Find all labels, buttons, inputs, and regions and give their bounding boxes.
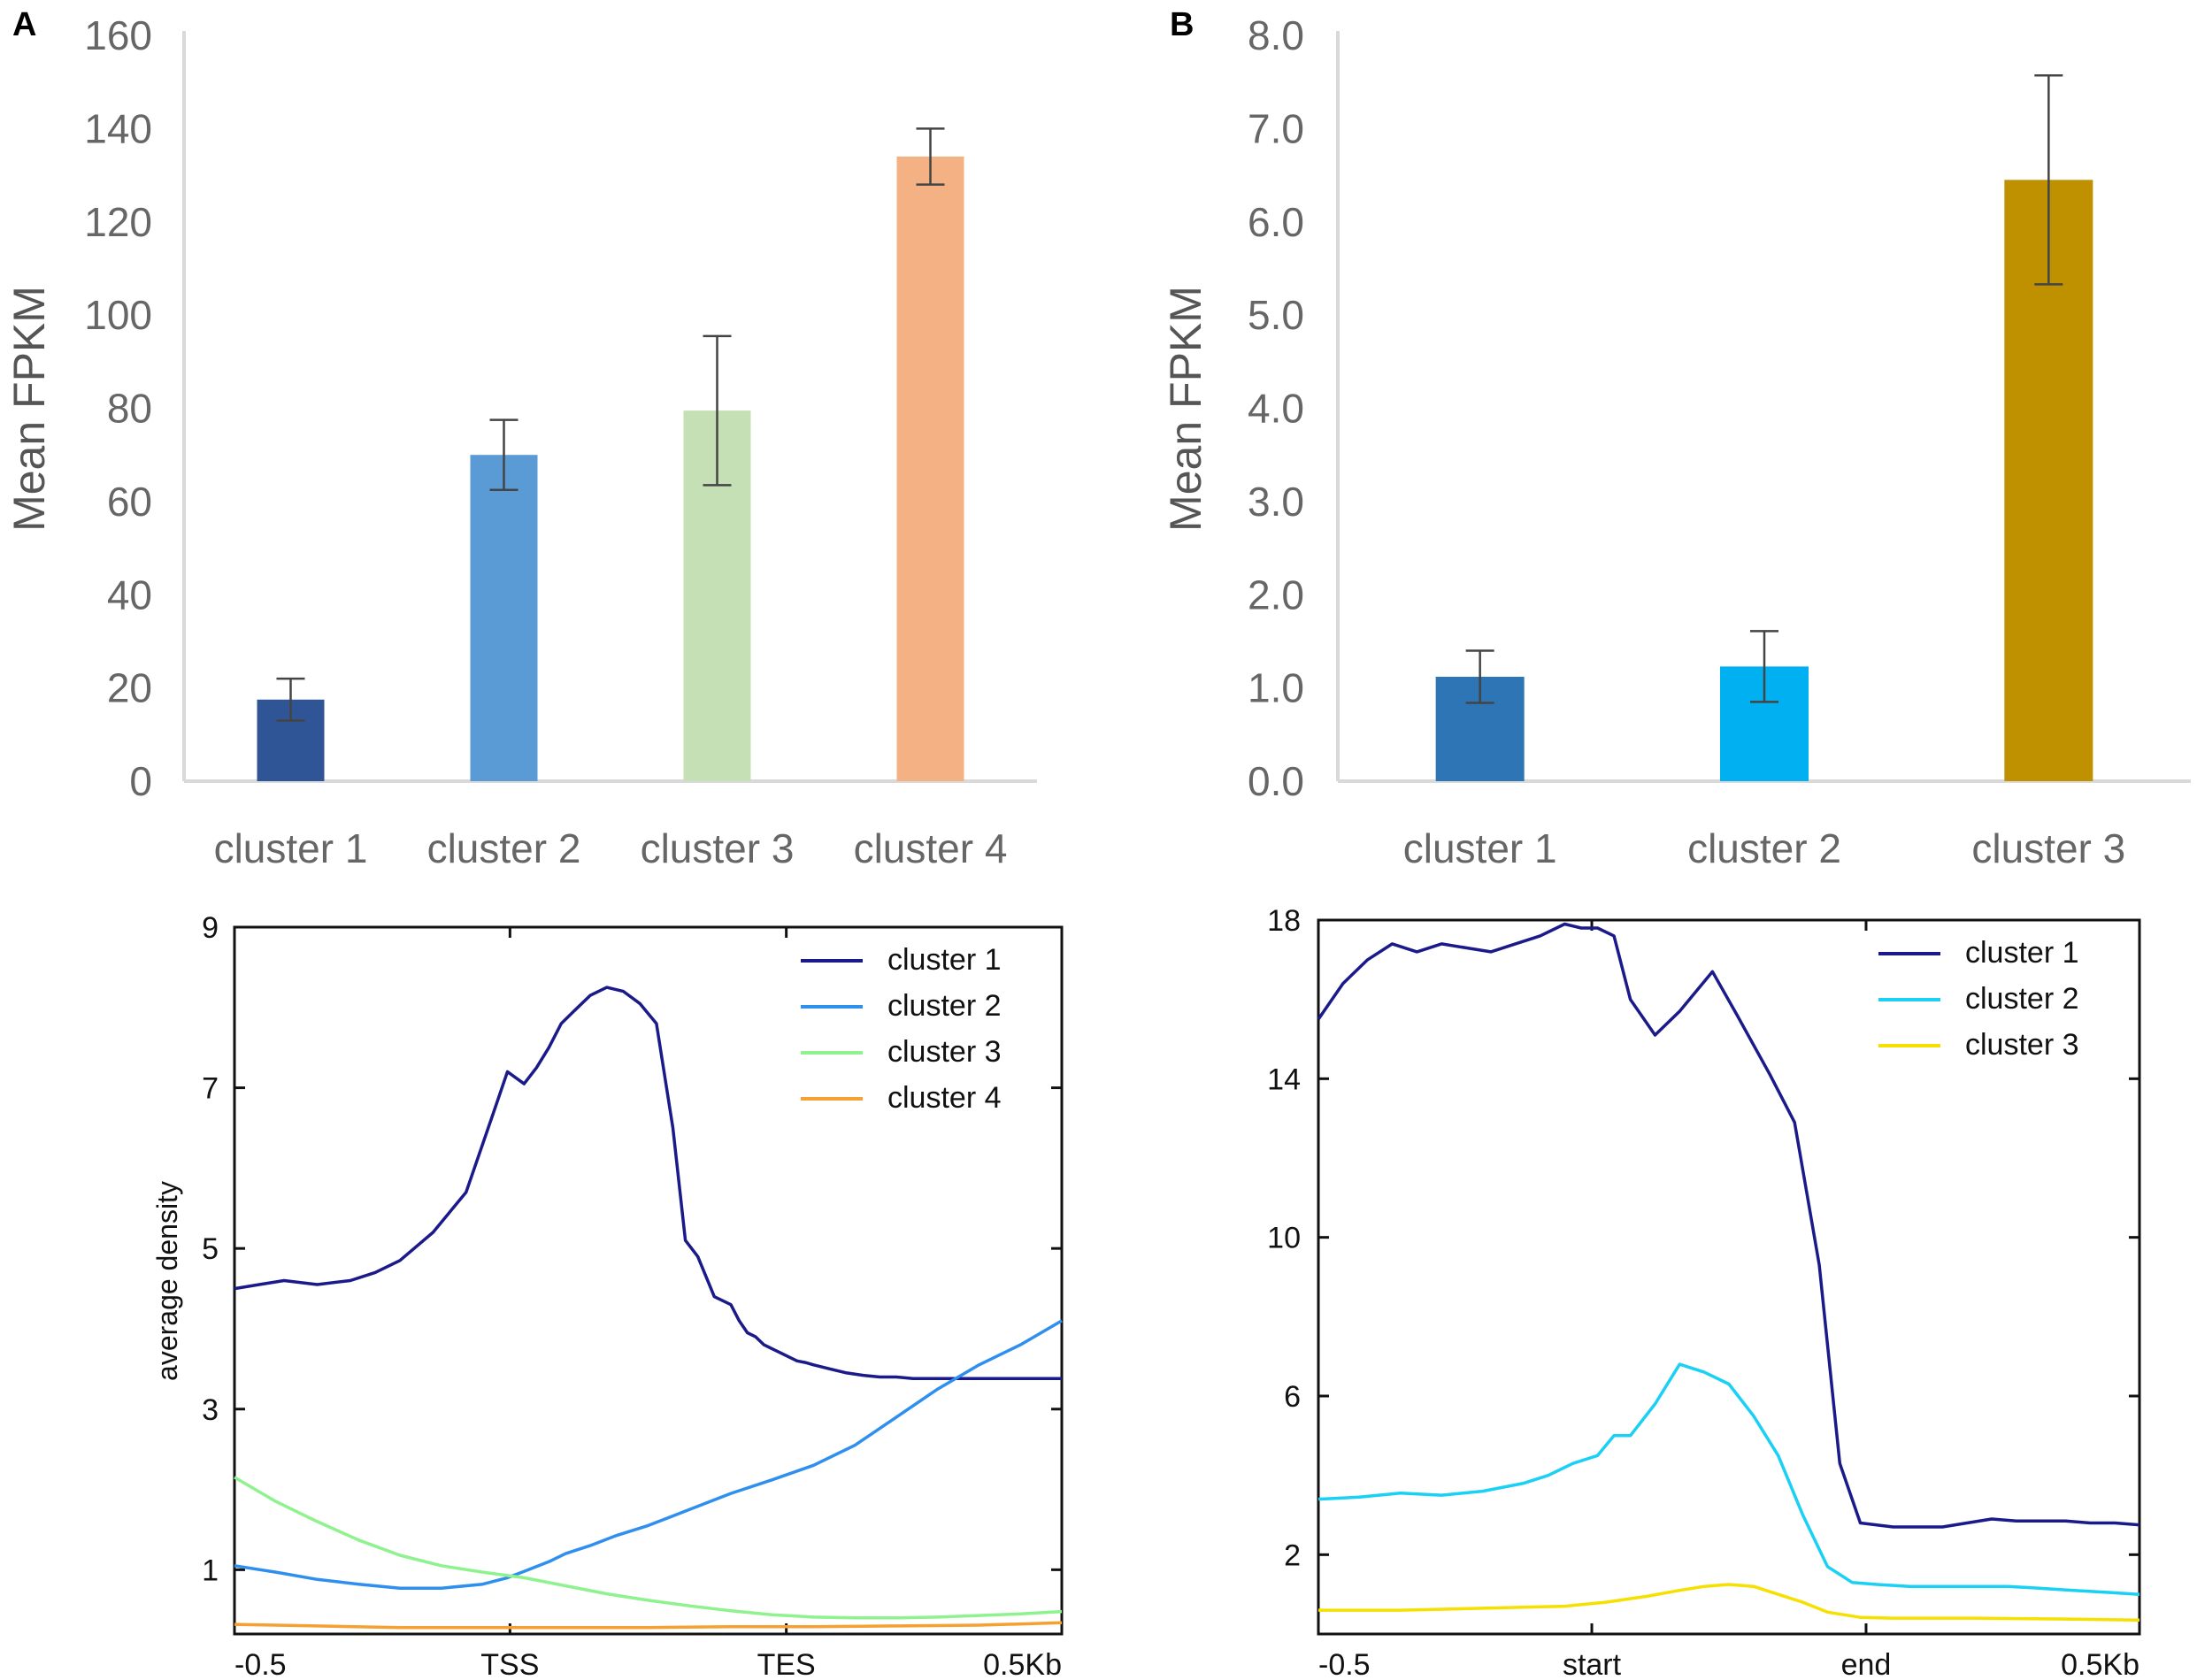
- bar: [896, 156, 964, 782]
- y-tick-label: 0: [129, 758, 152, 804]
- x-tick-label: TSS: [480, 1648, 539, 1680]
- x-category-label: cluster 4: [854, 825, 1008, 871]
- y-tick-label: 60: [107, 479, 152, 525]
- line-chart-a: 1 3 5 7 9 -0.5 TSS TES 0.5Kb average density clust…: [151, 911, 1064, 1680]
- y-axis-label: average density: [151, 1181, 183, 1381]
- legend-label: cluster 4: [887, 1081, 1002, 1115]
- x-tick-label: -0.5: [1318, 1648, 1371, 1680]
- y-axis-label: Mean FPKM: [4, 286, 54, 532]
- bar-chart-b: 0.0 1.0 2.0 3.0 4.0 5.0 6.0 7.0 8.0 Mean FPKM clus…: [1161, 12, 2191, 871]
- y-tick-label: 18: [1267, 904, 1301, 938]
- y-tick-label: 4.0: [1248, 386, 1304, 432]
- y-tick-label: 5: [202, 1232, 219, 1266]
- x-tick-label: TES: [757, 1648, 816, 1680]
- x-category-label: cluster 1: [1403, 825, 1557, 871]
- y-tick-label: 3: [202, 1393, 219, 1427]
- y-tick-label: 80: [107, 386, 152, 432]
- legend-label: cluster 1: [1965, 936, 2079, 970]
- x-tick-label: -0.5: [234, 1648, 287, 1680]
- bar: [470, 455, 538, 781]
- series-line: [1317, 1362, 2140, 1596]
- y-tick-label: 2.0: [1248, 572, 1304, 618]
- series-line: [234, 986, 1062, 1381]
- series-line: [1318, 1583, 2140, 1622]
- y-tick-label: 5.0: [1248, 292, 1304, 338]
- y-tick-label: 10: [1267, 1222, 1301, 1255]
- y-tick-label: 6.0: [1248, 199, 1304, 245]
- legend-label: cluster 2: [1965, 982, 2079, 1016]
- bar-chart-a: 0 20 40 60 80 100 120 140 160 Mean FPKM cluster 1 c…: [4, 12, 1037, 871]
- y-tick-label: 1: [202, 1553, 219, 1587]
- y-tick-label: 120: [84, 199, 152, 245]
- x-category-label: cluster 3: [1971, 825, 2125, 871]
- x-category-label: cluster 1: [214, 825, 368, 871]
- x-category-label: cluster 3: [641, 825, 795, 871]
- plot-frame: [1317, 918, 2141, 1636]
- y-tick-label: 14: [1267, 1062, 1301, 1096]
- y-tick-label: 8.0: [1248, 12, 1304, 58]
- series-line: [234, 1319, 1063, 1590]
- legend-label: cluster 3: [887, 1035, 1002, 1069]
- y-tick-label: 160: [84, 12, 152, 58]
- y-tick-label: 3.0: [1248, 479, 1304, 525]
- y-tick-label: 20: [107, 665, 152, 711]
- line-chart-b: 2 6 10 14 18 -0.5 start end 0.5Kb cluster 1 cluste…: [1267, 904, 2141, 1680]
- y-tick-label: 40: [107, 572, 152, 618]
- series-line: [234, 1476, 1063, 1620]
- x-tick-label: end: [1841, 1648, 1892, 1680]
- y-tick-label: 1.0: [1248, 665, 1304, 711]
- plot-frame: [233, 925, 1064, 1636]
- x-category-label: cluster 2: [1687, 825, 1841, 871]
- x-tick-label: 0.5Kb: [983, 1648, 1062, 1680]
- y-tick-label: 100: [84, 292, 152, 338]
- y-tick-label: 7: [202, 1072, 219, 1106]
- x-tick-label: start: [1563, 1648, 1622, 1680]
- y-tick-label: 140: [84, 105, 152, 151]
- y-tick-label: 2: [1284, 1538, 1301, 1572]
- legend-label: cluster 3: [1965, 1028, 2079, 1062]
- panel-label-a: A: [12, 6, 36, 43]
- x-category-label: cluster 2: [427, 825, 581, 871]
- y-tick-label: 6: [1284, 1380, 1301, 1414]
- x-tick-label: 0.5Kb: [2061, 1648, 2139, 1680]
- series-line: [234, 1621, 1063, 1630]
- y-tick-label: 9: [202, 911, 219, 945]
- y-tick-label: 7.0: [1248, 105, 1304, 151]
- y-axis-label: Mean FPKM: [1161, 286, 1210, 532]
- y-tick-label: 0.0: [1248, 758, 1304, 804]
- legend-label: cluster 1: [887, 943, 1002, 977]
- legend-label: cluster 2: [887, 989, 1002, 1023]
- panel-label-b: B: [1170, 6, 1194, 43]
- series-line: [1317, 922, 2140, 1529]
